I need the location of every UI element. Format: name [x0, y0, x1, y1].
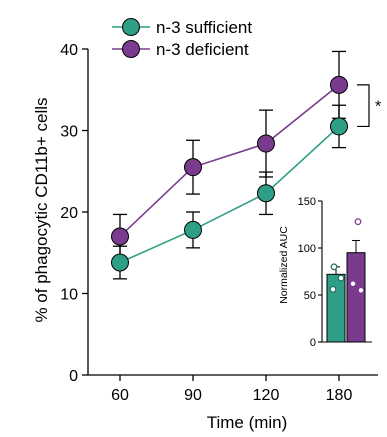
inset-data-point: [357, 286, 365, 294]
legend-label: n-3 deficient: [156, 40, 249, 59]
legend-item: n-3 deficient: [112, 40, 249, 59]
inset-data-point: [330, 263, 338, 271]
data-point: [257, 134, 275, 153]
main-axes: 0 10 20 30 40 60 90 120 180 Time (min) % of phagoc…: [32, 42, 378, 432]
main-marks: *: [111, 50, 381, 280]
x-axis-title: Time (min): [207, 413, 288, 432]
inset-y-axis-title: Normalized AUC: [278, 226, 290, 304]
inset-bar-chart: 0 50 100 150 Normalized AUC: [278, 196, 372, 349]
inset-y-tick-label: 100: [298, 243, 316, 255]
legend-label: n-3 sufficient: [156, 18, 252, 37]
inset-data-point: [329, 285, 337, 293]
x-tick-label: 60: [111, 387, 129, 404]
inset-data-point: [349, 280, 357, 288]
inset-y-tick-label: 50: [304, 290, 316, 302]
data-point: [184, 220, 202, 239]
data-point: [111, 253, 129, 272]
y-tick-label: 10: [60, 287, 78, 304]
inset-y-tick-label: 150: [298, 196, 316, 208]
data-point: [330, 75, 348, 94]
inset-data-point: [337, 274, 345, 282]
x-tick-label: 90: [184, 387, 202, 404]
x-tick-label: 180: [326, 387, 353, 404]
legend-marker: [122, 40, 140, 58]
data-point: [111, 227, 129, 246]
legend-marker: [122, 18, 140, 36]
inset-data-point: [354, 218, 362, 226]
series-line: [119, 84, 340, 238]
y-axis-title: % of phagocytic CD11b+ cells: [32, 97, 51, 322]
y-tick-label: 0: [69, 368, 78, 385]
x-tick-label: 120: [253, 387, 280, 404]
y-tick-label: 20: [60, 205, 78, 222]
data-point: [184, 158, 202, 177]
legend: n-3 sufficient n-3 deficient: [112, 18, 252, 59]
y-tick-label: 30: [60, 124, 78, 141]
legend-item: n-3 sufficient: [112, 18, 252, 37]
y-tick-label: 40: [60, 42, 78, 59]
inset-y-tick-label: 0: [310, 337, 316, 349]
significance-bracket: [357, 84, 370, 128]
data-point: [330, 117, 348, 136]
significance-marker: *: [375, 99, 381, 116]
series-line: [119, 125, 340, 264]
inset-bar: [346, 252, 366, 343]
data-point: [257, 184, 275, 203]
inset-bar: [326, 273, 346, 343]
